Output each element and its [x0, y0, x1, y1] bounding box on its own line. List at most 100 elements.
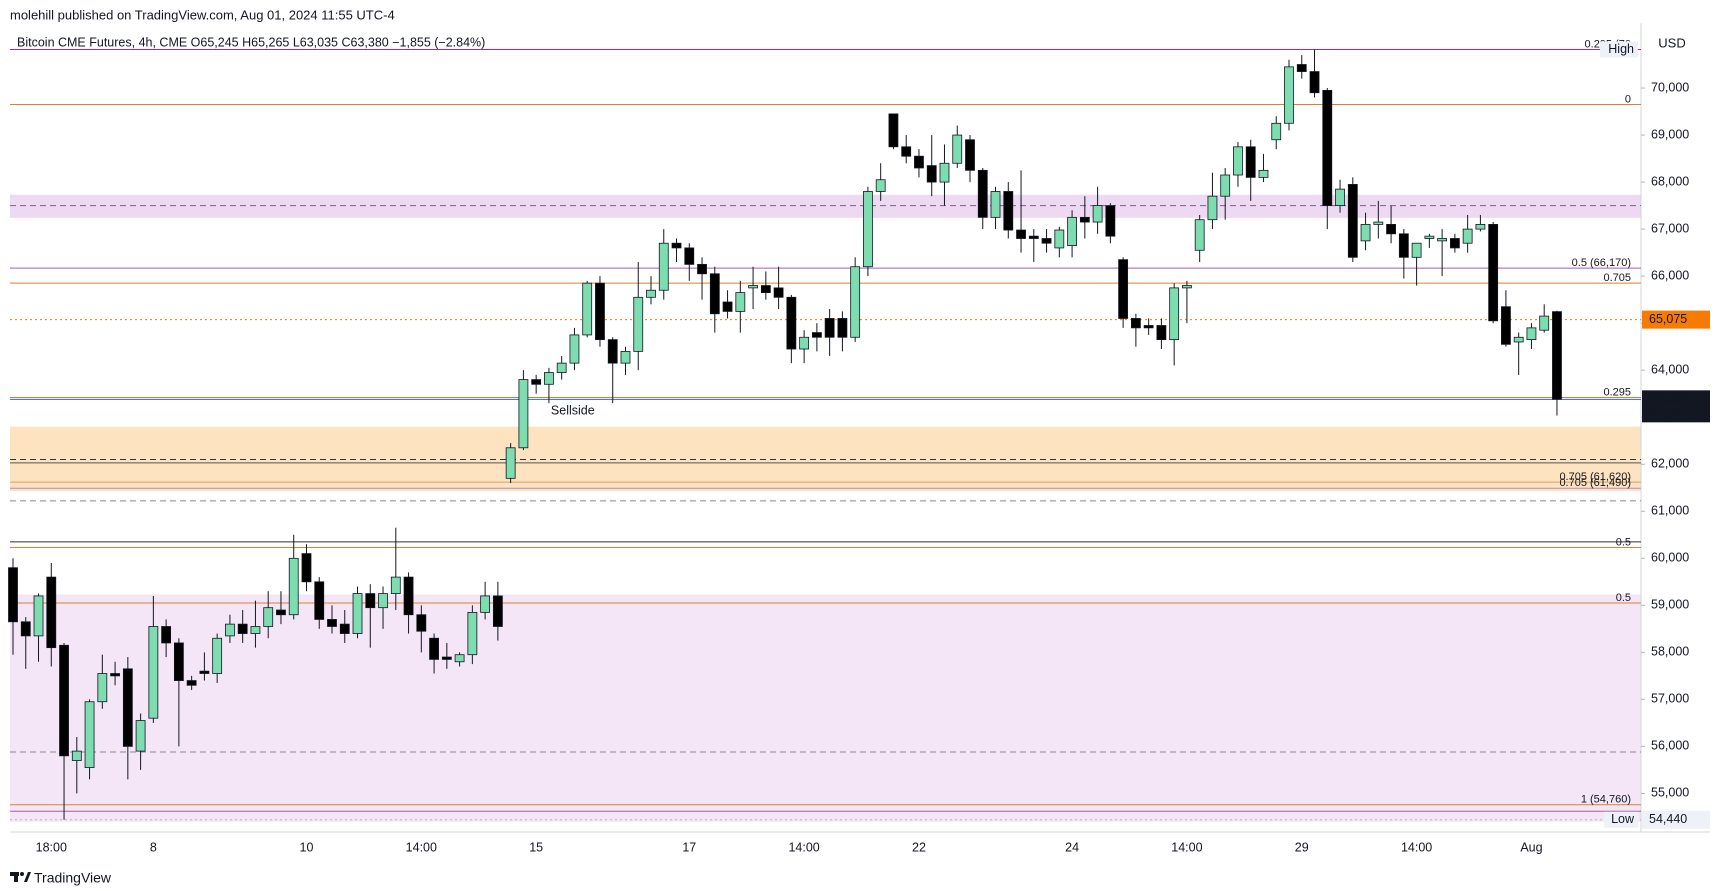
zone [10, 426, 1641, 492]
candle-body [1424, 235, 1435, 239]
candle-body [1552, 311, 1562, 400]
zone [10, 194, 1641, 218]
y-tick-label: 64,000 [1651, 362, 1689, 376]
candle-body [939, 162, 950, 183]
candle-body [1194, 219, 1205, 251]
candle-body [1475, 224, 1486, 230]
low-label: Low [1611, 812, 1635, 826]
candle-body [1245, 146, 1256, 178]
price-tag-countdown: 02:04:15 [1649, 407, 1698, 421]
candles [8, 49, 1562, 820]
x-tick-label: 29 [1295, 840, 1309, 854]
candle-body [250, 626, 261, 634]
candle-body [327, 619, 337, 627]
candle-body [1309, 71, 1320, 94]
candle-body [314, 581, 325, 620]
candle-body [671, 242, 682, 249]
candle-body [1398, 233, 1409, 258]
candle-body [1322, 89, 1333, 206]
candle-body [1028, 235, 1039, 239]
candle-body [480, 595, 491, 613]
candle-body [748, 285, 758, 289]
candle-body [1105, 205, 1116, 237]
candle-body [1411, 242, 1422, 258]
candle-body [288, 557, 299, 616]
candle-body [365, 593, 376, 609]
low-tag [1642, 810, 1710, 829]
low-tag-bg [1604, 811, 1638, 828]
candle-body [1130, 318, 1141, 329]
candle-body [799, 336, 810, 350]
candle-body [697, 263, 707, 275]
x-tick-label: Aug [1520, 840, 1542, 854]
candle-body [161, 626, 172, 644]
candle-body [1347, 184, 1358, 258]
candle-body [148, 626, 159, 719]
candle-body [760, 285, 771, 293]
candle-body [59, 644, 69, 757]
candle-body [1539, 315, 1550, 331]
x-tick-label: 17 [682, 840, 696, 854]
low-tag-label: 54,440 [1649, 812, 1687, 826]
candle-body [1284, 66, 1294, 124]
candle-body [1449, 238, 1460, 249]
y-tick-label: 69,000 [1651, 127, 1689, 141]
candle-body [722, 301, 733, 312]
candle-body [607, 339, 618, 364]
candle-body [1079, 216, 1090, 223]
candle-body [33, 595, 44, 637]
candle-body [441, 656, 452, 660]
level-label: 1 (54,760) [1581, 794, 1631, 806]
candle-body [914, 155, 924, 169]
candle-body [875, 179, 886, 192]
candle-body [505, 447, 516, 479]
x-tick-label: 8 [150, 840, 157, 854]
candle-body [811, 332, 822, 338]
level-label: 0.705 [1603, 272, 1631, 284]
y-tick-label: 66,000 [1651, 268, 1689, 282]
candle-body [97, 673, 108, 703]
level-label: 0.5 [1616, 592, 1631, 604]
candle-body [416, 614, 427, 632]
candle-body [454, 654, 465, 663]
candle-body [582, 282, 593, 336]
candle-body [135, 720, 146, 752]
candle-body [824, 318, 835, 338]
candle-body [531, 379, 542, 385]
candle-body [990, 191, 1001, 218]
x-tick-label: 14:00 [788, 840, 819, 854]
candle-body [1386, 224, 1396, 235]
publish-header: molehill published on TradingView.com, A… [10, 7, 395, 22]
candle-body [1513, 336, 1524, 343]
candle-body [1003, 191, 1014, 231]
candle-body [837, 318, 848, 338]
candle-body [965, 139, 975, 171]
candle-body [186, 680, 197, 686]
candle-body [1526, 327, 1537, 341]
y-tick-label: 59,000 [1651, 598, 1689, 612]
candle-body [1501, 306, 1511, 345]
y-tick-label: 68,000 [1651, 174, 1689, 188]
candle-body [1271, 122, 1282, 141]
candle-body [1067, 216, 1077, 246]
candle-body [1143, 325, 1154, 329]
candle-body [633, 296, 644, 352]
y-tick-label: 67,000 [1651, 221, 1689, 235]
candle-body [926, 165, 937, 183]
y-tick-label: 61,000 [1651, 504, 1689, 518]
candle-body [1054, 229, 1065, 249]
candle-body [544, 372, 554, 385]
candle-body [301, 553, 312, 583]
x-tick-label: 14:00 [1401, 840, 1432, 854]
candle-body [595, 282, 605, 341]
y-tick-label: 57,000 [1651, 692, 1689, 706]
high-label: High [1608, 42, 1634, 56]
candle-body [1258, 169, 1269, 178]
candle-body [1041, 238, 1052, 244]
candle-body [1156, 325, 1167, 341]
candle-body [646, 289, 656, 298]
candle-body [199, 670, 210, 674]
candle-body [339, 623, 350, 634]
zone [10, 594, 1641, 822]
